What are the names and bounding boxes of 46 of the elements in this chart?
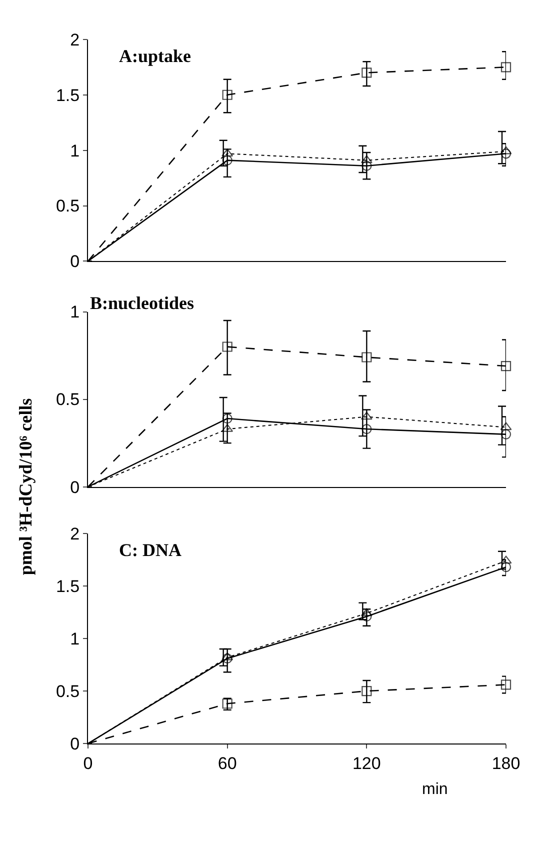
point xyxy=(222,342,232,352)
point xyxy=(222,90,232,100)
x-axis-title: min xyxy=(422,781,448,798)
point xyxy=(222,155,232,166)
point xyxy=(362,424,372,434)
point xyxy=(500,556,512,564)
x-tick-label: 120 xyxy=(352,754,381,773)
y-tick-label: 2 xyxy=(70,30,80,50)
point xyxy=(500,680,512,690)
chart-title: B:nucleotides xyxy=(90,293,194,313)
point xyxy=(500,148,512,159)
point xyxy=(362,160,372,171)
point xyxy=(500,422,512,430)
y-axis-title: pmol ³H-dCyd/10⁶ cells xyxy=(16,398,36,576)
y-tick-label: 0.5 xyxy=(56,682,80,701)
point xyxy=(500,429,512,440)
point xyxy=(500,146,512,154)
chart-title: C: DNA xyxy=(119,540,182,560)
chart-title: A:uptake xyxy=(119,46,192,66)
y-tick-label: 0.5 xyxy=(56,196,80,216)
point xyxy=(222,653,232,664)
point xyxy=(222,652,234,660)
y-tick-label: 1 xyxy=(70,629,80,648)
point xyxy=(360,155,372,164)
y-tick-label: 0.5 xyxy=(56,390,80,410)
point xyxy=(360,608,372,616)
y-tick-label: 2 xyxy=(70,524,80,544)
y-tick-label: 1.5 xyxy=(56,86,80,105)
point xyxy=(500,360,512,372)
x-tick-label: 0 xyxy=(83,754,93,773)
x-tick-label: 60 xyxy=(218,754,237,773)
point xyxy=(360,412,372,420)
y-tick-label: 0 xyxy=(70,734,80,754)
y-tick-label: 0 xyxy=(70,478,80,497)
point xyxy=(362,352,372,362)
point xyxy=(222,413,232,424)
y-tick-label: 1 xyxy=(70,141,80,160)
y-tick-label: 1.5 xyxy=(56,576,80,596)
y-tick-label: 1 xyxy=(70,302,80,322)
point xyxy=(500,62,512,72)
point xyxy=(222,424,234,432)
point xyxy=(362,68,372,78)
point xyxy=(500,562,512,572)
y-tick-label: 0 xyxy=(70,252,80,272)
x-tick-label: 180 xyxy=(492,754,520,773)
point xyxy=(362,686,372,696)
